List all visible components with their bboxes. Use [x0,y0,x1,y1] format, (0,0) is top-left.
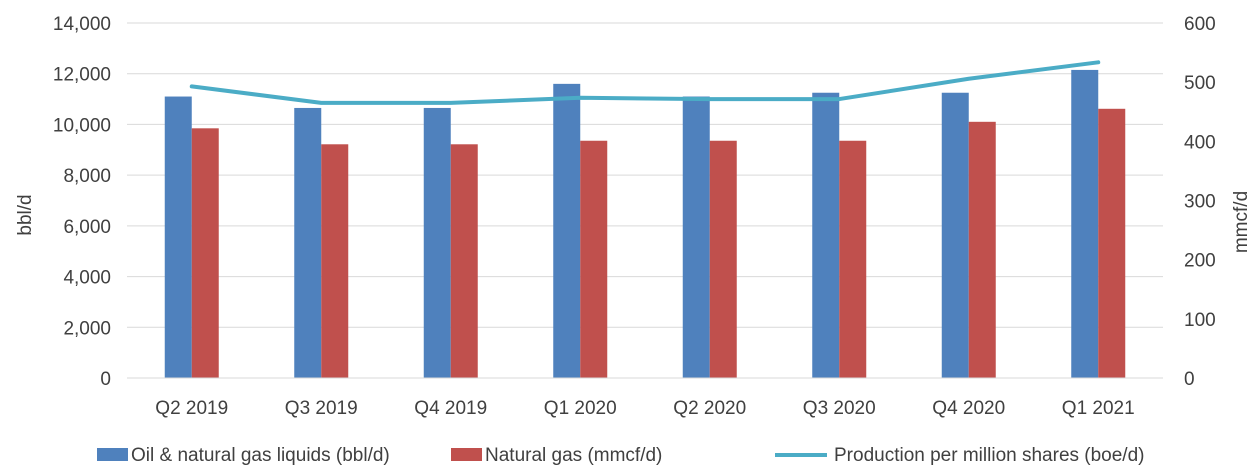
x-tick-label: Q2 2019 [155,398,228,419]
y-tick-label: 10,000 [53,115,111,136]
y-axis-title: bbl/d [15,194,36,235]
legend: Oil & natural gas liquids (bbl/d) Natural… [97,445,1145,466]
bar [709,140,737,378]
y2-tick-label: 300 [1184,192,1216,213]
legend-label: Production per million shares (boe/d) [834,445,1145,466]
bars [164,69,1126,379]
y2-tick-label: 500 [1184,73,1216,94]
bar [164,96,192,379]
legend-bar-swatch [97,448,128,461]
y2-axis-title: mmcf/d [1231,191,1252,253]
x-tick-label: Q4 2020 [932,398,1005,419]
bar [450,144,478,378]
bar [941,92,969,378]
y-tick-label: 4,000 [63,268,111,289]
bar [1098,108,1126,379]
x-tick-label: Q1 2020 [544,398,617,419]
y2-tick-label: 200 [1184,251,1216,272]
y-tick-label: 0 [100,369,111,390]
x-tick-label: Q4 2019 [414,398,487,419]
y2-tick-label: 100 [1184,310,1216,331]
bar [968,121,996,378]
y-tick-label: 8,000 [63,166,111,187]
bar [191,128,219,378]
bar [423,107,451,379]
y-tick-label: 2,000 [63,318,111,339]
bar [682,96,710,379]
bar [553,83,581,378]
bar [580,140,608,378]
y-tick-label: 14,000 [53,14,111,35]
x-tick-label: Q1 2021 [1062,398,1135,419]
gridlines [127,22,1163,328]
x-tick-label: Q3 2020 [803,398,876,419]
axes: 0 2,000 4,000 6,000 8,000 10,000 12,000 14,000 0… [53,14,1216,419]
y2-tick-label: 600 [1184,14,1216,35]
y2-tick-label: 0 [1184,369,1195,390]
bar [321,144,349,378]
line-series [189,60,1101,105]
x-tick-label: Q2 2020 [673,398,746,419]
legend-bar-swatch [451,448,482,461]
series-line [189,60,1101,105]
legend-label: Natural gas (mmcf/d) [485,445,662,466]
bar [812,92,840,378]
bar [1071,69,1099,379]
y-tick-label: 6,000 [63,217,111,238]
y2-tick-label: 400 [1184,132,1216,153]
x-tick-label: Q3 2019 [285,398,358,419]
bar [294,107,322,379]
legend-label: Oil & natural gas liquids (bbl/d) [131,445,390,466]
bar [839,140,867,378]
y-tick-label: 12,000 [53,65,111,86]
